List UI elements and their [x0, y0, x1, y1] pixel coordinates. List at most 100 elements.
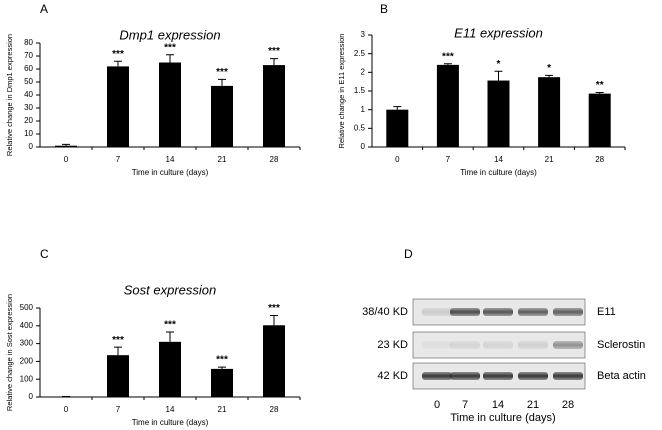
significance-label: *** [112, 49, 124, 60]
error-bar [595, 91, 604, 94]
blot-band [450, 372, 480, 380]
bar [436, 64, 459, 147]
x-tick-label: 0 [64, 155, 69, 164]
significance-label: * [497, 59, 501, 70]
error-bar [443, 63, 452, 65]
y-tick-label: 70 [24, 51, 33, 60]
blot-band [518, 372, 548, 380]
y-tick-label: 80 [24, 38, 33, 47]
blot-band [450, 341, 480, 349]
significance-label: *** [442, 51, 454, 62]
error-bar [218, 78, 226, 86]
y-tick-label: 300 [20, 339, 34, 348]
significance-label: *** [216, 67, 228, 78]
significance-label: *** [112, 335, 124, 346]
x-tick-label: 7 [116, 405, 121, 414]
y-tick-label: 400 [20, 321, 34, 330]
y-tick-label: 100 [20, 374, 34, 383]
chart-title: Dmp1 expression [119, 27, 220, 42]
row-protein-label: Beta actin [597, 370, 646, 382]
error-bar [218, 366, 226, 369]
x-tick-label: 0 [395, 155, 400, 164]
blot-band [422, 308, 452, 316]
lane-label: 28 [562, 399, 574, 411]
bar [538, 77, 561, 147]
row-protein-label: E11 [597, 306, 616, 318]
blot-band [553, 372, 583, 380]
x-axis-label: Time in culture (days) [132, 418, 209, 427]
bar [107, 355, 129, 397]
error-bar [166, 331, 174, 342]
lane-label: 0 [434, 399, 440, 411]
x-tick-label: 0 [64, 405, 69, 414]
y-tick-label: 40 [24, 90, 33, 99]
y-tick-label: 3 [361, 30, 366, 39]
lane-label: 14 [492, 399, 504, 411]
error-bar [494, 70, 503, 81]
panel-label: A [40, 2, 48, 16]
x-axis-label: Time in culture (days) [132, 168, 209, 177]
x-axis-label: Time in culture (days) [460, 168, 537, 177]
row-protein-label: Sclerostin [597, 339, 645, 351]
x-tick-label: 14 [494, 155, 503, 164]
x-tick-label: 7 [116, 155, 121, 164]
bar [55, 145, 77, 147]
blot-band [518, 341, 548, 349]
x-tick-label: 14 [166, 405, 175, 414]
row-size-label: 42 KD [377, 370, 408, 382]
panel-label: D [404, 247, 413, 261]
chart-title: Sost expression [124, 282, 217, 297]
bar [263, 65, 285, 147]
x-tick-label: 14 [166, 155, 175, 164]
blot-band [553, 341, 583, 349]
y-tick-label: 10 [24, 129, 33, 138]
blot-band [422, 372, 452, 380]
blot-band [422, 341, 452, 349]
bar [211, 85, 233, 147]
significance-label: *** [164, 42, 176, 53]
bar [107, 66, 129, 147]
y-tick-label: 500 [20, 303, 34, 312]
blot-x-label: Time in culture (days) [450, 412, 555, 424]
blot-band [518, 308, 548, 316]
significance-label: *** [164, 320, 176, 331]
significance-label: *** [268, 303, 280, 314]
y-tick-label: 1 [361, 105, 366, 114]
lane-label: 7 [462, 399, 468, 411]
y-axis-label: Relative change in Dmp1 expression [5, 34, 14, 156]
error-bar [393, 106, 402, 110]
lane-label: 21 [527, 399, 539, 411]
x-tick-label: 28 [595, 155, 604, 164]
y-axis-label: Relative change in Sost expression [5, 294, 14, 411]
y-tick-label: 0 [29, 142, 34, 151]
error-bar [114, 60, 122, 67]
bar [211, 368, 233, 397]
error-bar [270, 58, 278, 66]
chart-title: E11 expression [454, 25, 543, 40]
significance-label: * [547, 63, 551, 74]
y-tick-label: 0 [361, 142, 366, 151]
blot-band [553, 308, 583, 316]
y-tick-label: 0 [29, 392, 34, 401]
bar [487, 80, 510, 147]
error-bar [62, 143, 70, 146]
panel-label: C [40, 247, 49, 261]
bar [386, 109, 409, 147]
error-bar [114, 346, 122, 356]
significance-label: ** [596, 80, 604, 91]
x-tick-label: 21 [218, 155, 227, 164]
y-tick-label: 20 [24, 116, 33, 125]
y-tick-label: 30 [24, 103, 33, 112]
y-tick-label: 1.5 [354, 86, 366, 95]
error-bar [166, 54, 174, 63]
blot-band [483, 372, 513, 380]
y-tick-label: 200 [20, 357, 34, 366]
bar [159, 62, 181, 147]
blot-band [483, 308, 513, 316]
bar [588, 93, 611, 147]
y-tick-label: 50 [24, 77, 33, 86]
panel-label: B [380, 2, 388, 16]
row-size-label: 38/40 KD [362, 306, 408, 318]
y-tick-label: 0.5 [354, 123, 366, 132]
